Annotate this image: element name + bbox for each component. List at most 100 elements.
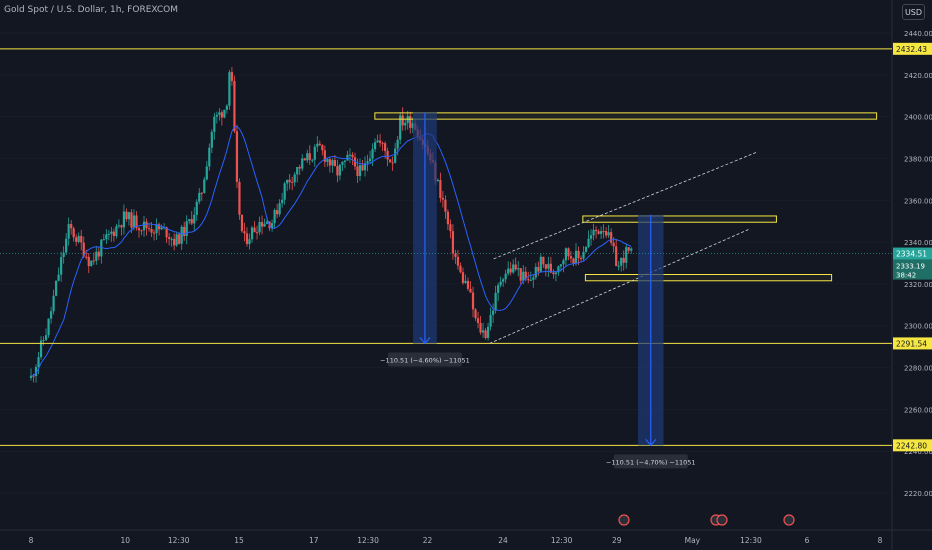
candle-body xyxy=(610,232,613,243)
candle-body xyxy=(547,263,550,269)
candle-body xyxy=(65,238,68,253)
candle-body xyxy=(368,158,372,162)
candle-body xyxy=(225,105,228,110)
level-price-label: 2291.54 xyxy=(896,339,927,348)
candle-body xyxy=(233,80,236,132)
candle-body xyxy=(594,229,598,232)
x-tick-label: May xyxy=(685,536,701,545)
x-tick-label: 17 xyxy=(309,536,319,545)
candle-body xyxy=(147,228,151,230)
candle-body xyxy=(29,375,33,378)
candle-body xyxy=(587,238,590,248)
candle-body xyxy=(168,237,171,239)
candle-body xyxy=(615,246,618,267)
candle-body xyxy=(271,223,274,229)
candle-body xyxy=(178,234,181,244)
candle-body xyxy=(170,238,173,240)
candle-body xyxy=(132,215,136,228)
candle-body xyxy=(200,192,203,194)
candle-body xyxy=(579,258,583,260)
candle-body xyxy=(308,153,311,160)
x-tick-label: 12:30 xyxy=(740,536,762,545)
measure-label: −110.51 (−4.60%) −11051 xyxy=(380,357,470,365)
candle-body xyxy=(358,165,362,176)
measure-label: −110.51 (−4.70%) −11051 xyxy=(606,458,696,466)
level-price-label: 2242.80 xyxy=(896,441,927,450)
x-tick-label: 12:30 xyxy=(551,536,573,545)
candle-body xyxy=(589,235,593,239)
candle-body xyxy=(180,226,183,244)
candle-body xyxy=(507,268,510,274)
candle-body xyxy=(544,264,547,269)
candle-body xyxy=(537,266,540,272)
x-tick-label: 24 xyxy=(498,536,508,545)
candle-body xyxy=(122,211,126,228)
candle-body xyxy=(203,179,206,193)
candle-body xyxy=(82,242,85,257)
candle-body xyxy=(630,248,633,251)
candle-body xyxy=(522,271,525,281)
candle-body xyxy=(582,251,585,259)
candle-body xyxy=(160,227,163,230)
level-price-tag xyxy=(893,439,932,452)
candle-body xyxy=(363,163,367,171)
candle-body xyxy=(449,224,452,232)
candle-body xyxy=(95,251,98,261)
y-tick-label: 2260.00 xyxy=(904,406,932,414)
candle-body xyxy=(328,159,331,166)
candle-body xyxy=(265,221,269,224)
candle-body xyxy=(509,268,512,273)
y-tick-label: 2420.00 xyxy=(904,72,932,80)
candle-body xyxy=(107,233,110,235)
candle-body xyxy=(600,231,603,234)
candle-body xyxy=(564,248,568,261)
x-tick-label: 10 xyxy=(120,536,130,545)
candle-body xyxy=(459,265,462,273)
candle-body xyxy=(441,197,444,200)
candle-body xyxy=(67,224,70,239)
candle-body xyxy=(333,160,336,167)
level-price-label: 2432.43 xyxy=(896,45,927,54)
candle-body xyxy=(534,266,537,278)
candle-body xyxy=(625,247,628,263)
candle-body xyxy=(283,183,286,200)
candle-body xyxy=(185,221,188,237)
candle-body xyxy=(499,281,502,286)
candle-body xyxy=(145,221,148,229)
currency-button[interactable]: USD xyxy=(902,4,925,20)
candle-body xyxy=(376,140,379,143)
candle-body xyxy=(117,225,121,227)
y-tick-label: 2280.00 xyxy=(904,365,932,373)
x-tick-label: 6 xyxy=(805,536,810,545)
candle-body xyxy=(469,288,472,293)
x-tick-label: 29 xyxy=(612,536,622,545)
candle-body xyxy=(497,285,500,293)
candle-body xyxy=(150,228,153,233)
x-tick-label: 12:30 xyxy=(168,536,190,545)
level-price-tag xyxy=(893,337,932,350)
candle-body xyxy=(240,214,244,232)
candle-body xyxy=(464,280,467,284)
candle-body xyxy=(288,179,291,182)
candle-body xyxy=(44,335,48,341)
candle-body xyxy=(627,247,630,251)
candle-body xyxy=(569,256,573,259)
candle-body xyxy=(479,322,482,333)
candle-body xyxy=(512,264,515,273)
candle-body xyxy=(371,149,374,159)
candle-body xyxy=(306,153,309,161)
candle-body xyxy=(110,231,113,234)
candle-body xyxy=(72,228,75,238)
candle-body xyxy=(205,166,208,180)
candle-body xyxy=(411,123,414,128)
candle-body xyxy=(559,264,563,267)
candle-body xyxy=(190,219,193,224)
candle-body xyxy=(389,159,392,163)
y-tick-label: 2300.00 xyxy=(904,323,932,331)
candle-body xyxy=(373,142,377,150)
candle-body xyxy=(90,260,93,267)
candle-body xyxy=(273,210,276,224)
candle-body xyxy=(218,112,221,115)
